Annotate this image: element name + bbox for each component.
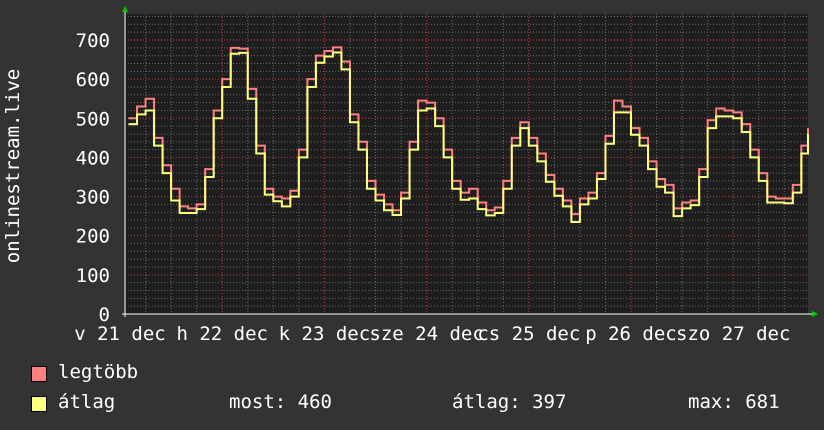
x-tick-label: cs 25 dec xyxy=(477,323,580,345)
series-lines xyxy=(128,46,809,224)
stat-max: max: 681 xyxy=(688,391,780,413)
x-tick-label: v 21 dec xyxy=(74,323,166,345)
y-ticks: 0 100 200 300 400 500 600 700 xyxy=(76,30,110,326)
y-tick-label: 400 xyxy=(76,147,110,169)
y-tick-label: 100 xyxy=(76,265,110,287)
y-tick-label: 300 xyxy=(76,187,110,209)
x-tick-label: h 22 dec xyxy=(176,323,268,345)
y-tick-label: 700 xyxy=(76,30,110,52)
x-axis-arrow-icon xyxy=(812,311,818,317)
stat-current: most: 460 xyxy=(229,391,332,413)
series-line-avg xyxy=(128,51,809,224)
plot-area xyxy=(125,14,808,314)
x-tick-label: k 23 dec xyxy=(279,323,371,345)
stat-average: átlag: 397 xyxy=(452,391,567,413)
chart: 0 100 200 300 400 500 600 700 v 21 dec h 22 dec k… xyxy=(2,6,818,345)
legend-swatch-max xyxy=(31,366,47,382)
series-line-max xyxy=(128,46,809,216)
y-tick-label: 600 xyxy=(76,69,110,91)
y-axis-arrow-icon xyxy=(122,6,128,12)
legend-label-avg: átlag xyxy=(58,391,116,413)
legend-swatch-avg xyxy=(31,396,47,412)
legend-label-max: legtöbb xyxy=(58,361,139,383)
y-tick-label: 500 xyxy=(76,108,110,130)
y-axis-label: onlinestream.live xyxy=(2,69,24,263)
x-tick-label: szo 27 dec xyxy=(676,323,790,345)
y-tick-label: 200 xyxy=(76,226,110,248)
y-tick-label: 0 xyxy=(99,304,110,326)
x-tick-label: p 26 dec xyxy=(585,323,677,345)
x-tick-label: sze 24 dec xyxy=(369,323,483,345)
